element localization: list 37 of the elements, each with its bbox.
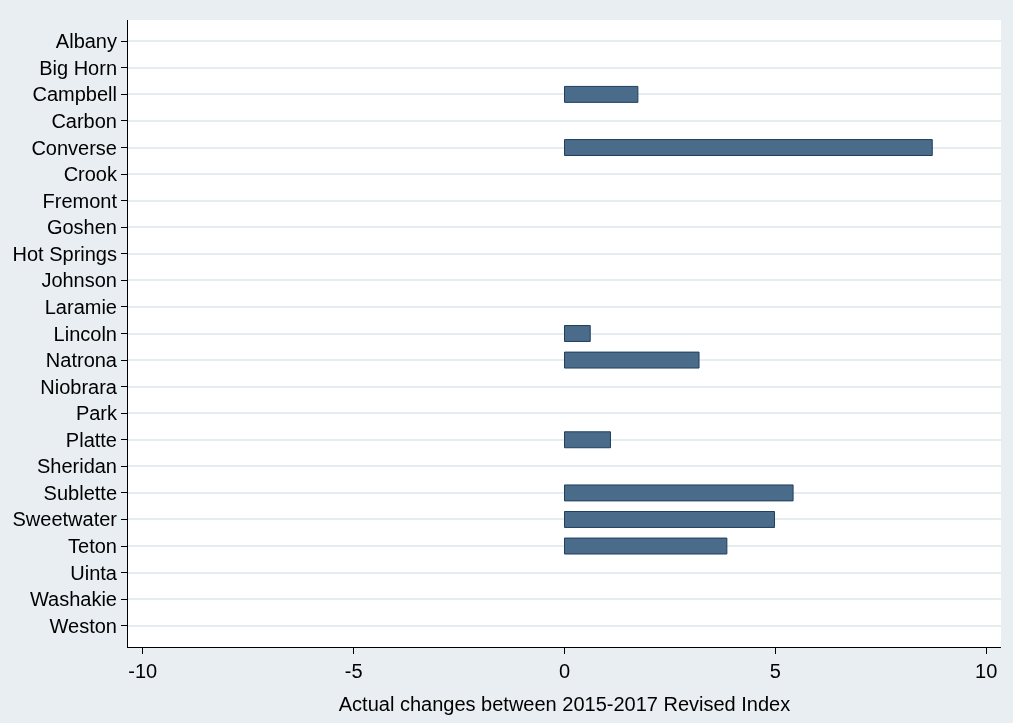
y-tick-label: Sublette xyxy=(43,481,117,504)
y-tick-label: Weston xyxy=(49,614,117,637)
x-tick-label: -5 xyxy=(344,660,363,682)
y-tick-label: Albany xyxy=(55,30,117,53)
y-tick-label: Johnson xyxy=(41,269,117,292)
y-tick-label: Sheridan xyxy=(36,455,117,478)
y-tick-label: Laramie xyxy=(44,295,117,318)
y-tick-label: Carbon xyxy=(51,109,117,132)
bar xyxy=(564,325,591,342)
x-tick-label: -10 xyxy=(128,660,158,682)
y-tick-label: Goshen xyxy=(46,216,117,239)
y-tick-label: Big Horn xyxy=(39,56,117,79)
y-tick-label: Teton xyxy=(68,535,117,558)
bar xyxy=(564,511,776,528)
bar xyxy=(564,431,611,449)
y-tick-label: Campbell xyxy=(32,83,117,106)
y-tick-label: Park xyxy=(75,402,118,425)
y-tick-label: Sweetwater xyxy=(12,508,118,531)
bar xyxy=(564,139,933,156)
y-tick-label: Hot Springs xyxy=(12,242,117,265)
y-tick-label: Lincoln xyxy=(53,322,117,345)
bar xyxy=(564,351,700,369)
x-tick-label: 5 xyxy=(769,660,781,682)
x-tick-label: 0 xyxy=(558,660,571,682)
y-tick-label: Uinta xyxy=(70,561,118,584)
y-tick-label: Platte xyxy=(65,428,117,451)
y-tick-label: Crook xyxy=(63,163,118,186)
y-tick-label: Niobrara xyxy=(40,375,118,398)
y-tick-label: Fremont xyxy=(42,189,118,212)
bar xyxy=(564,85,639,103)
x-axis-title: Actual changes between 2015-2017 Revised Index xyxy=(338,692,791,715)
y-tick-label: Washakie xyxy=(29,588,117,611)
bar xyxy=(564,537,728,555)
x-tick-label: 10 xyxy=(975,660,998,682)
y-tick-label: Converse xyxy=(31,136,117,159)
bar xyxy=(564,484,794,502)
y-tick-label: Natrona xyxy=(45,349,118,372)
